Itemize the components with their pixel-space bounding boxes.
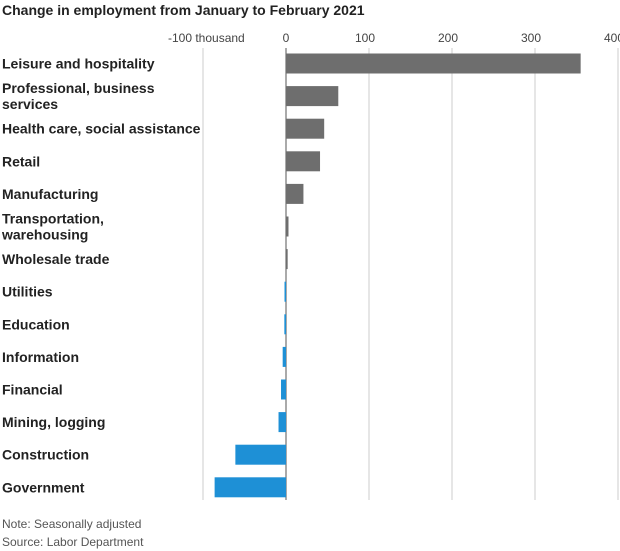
category-label: Transportation, warehousing (1, 211, 104, 243)
category-label: Retail (2, 153, 40, 169)
chart-title: Change in employment from January to Feb… (2, 2, 365, 18)
category-label: Wholesale trade (2, 251, 110, 267)
category-label: Construction (2, 447, 89, 463)
category-label: Health care, social assistance (2, 121, 201, 137)
source-text: Source: Labor Department (2, 535, 144, 549)
category-labels: Leisure and hospitality Professional, bus… (1, 56, 201, 496)
x-tick-label: 0 (283, 31, 290, 45)
category-label: Manufacturing (2, 186, 98, 202)
x-axis-tick-labels: -100 thousand 0 100 200 300 400 (168, 31, 620, 45)
bar (284, 314, 286, 335)
category-label: Mining, logging (2, 414, 105, 430)
bar (286, 216, 289, 237)
bar (286, 151, 321, 172)
category-label: Financial (2, 382, 63, 398)
gridlines (202, 48, 619, 500)
bar (286, 183, 304, 204)
footnotes: Note: Seasonally adjusted Source: Labor … (2, 515, 143, 551)
bars (214, 53, 581, 498)
category-label: Government (2, 479, 85, 495)
category-label: Information (2, 349, 79, 365)
x-tick-label: -100 thousand (168, 31, 245, 45)
note-text: Note: Seasonally adjusted (2, 517, 142, 531)
x-tick-label: 300 (521, 31, 541, 45)
x-tick-label: 200 (438, 31, 458, 45)
x-tick-label: 100 (355, 31, 375, 45)
bar (282, 346, 286, 367)
bar (286, 118, 325, 139)
category-label: Leisure and hospitality (2, 56, 155, 72)
bar (278, 412, 286, 433)
bar (235, 444, 286, 465)
bar (286, 249, 288, 270)
category-label: Utilities (2, 284, 53, 300)
category-label: Education (2, 316, 70, 332)
bar (284, 281, 286, 302)
category-label: Professional, business services (2, 80, 155, 112)
bar (214, 477, 286, 498)
bar (286, 53, 581, 74)
x-tick-label: 400 (604, 31, 620, 45)
bar-chart: -100 thousand 0 100 200 300 400 Leisure and h… (1, 31, 620, 500)
bar (281, 379, 286, 400)
bar (286, 86, 339, 107)
